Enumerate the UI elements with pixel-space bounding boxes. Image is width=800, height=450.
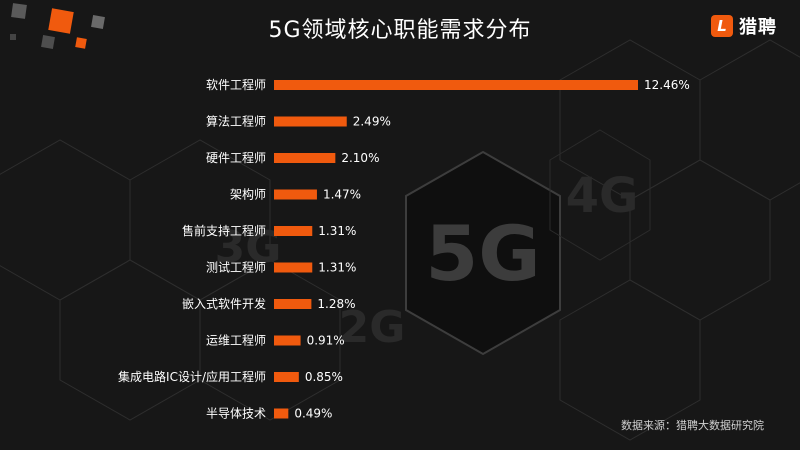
category-label: 测试工程师	[206, 260, 266, 275]
value-label: 0.85%	[305, 370, 343, 384]
category-label: 售前支持工程师	[182, 223, 266, 238]
bar	[274, 153, 336, 163]
bg-label-5g: 5G	[425, 209, 540, 298]
value-label: 1.31%	[318, 261, 356, 275]
bg-label-4g: 4G	[566, 168, 639, 224]
value-label: 1.28%	[317, 297, 355, 311]
value-label: 2.10%	[341, 151, 379, 165]
category-label: 软件工程师	[206, 77, 266, 92]
value-label: 1.47%	[323, 188, 361, 202]
value-label: 2.49%	[353, 115, 391, 129]
value-label: 0.91%	[307, 334, 345, 348]
data-source-note: 数据来源：猎聘大数据研究院	[621, 419, 764, 432]
decorative-cubes	[10, 3, 105, 49]
bar	[274, 116, 347, 127]
bg-label-2g: 2G	[339, 302, 406, 353]
category-label: 集成电路IC设计/应用工程师	[118, 369, 266, 384]
value-label: 1.31%	[318, 224, 356, 238]
chart-title: 5G领域核心职能需求分布	[268, 18, 532, 43]
bar	[274, 226, 313, 236]
category-label: 算法工程师	[206, 114, 266, 129]
bar	[274, 299, 312, 309]
value-label: 12.46%	[644, 78, 690, 92]
bar	[274, 262, 313, 273]
bar	[274, 372, 299, 382]
bar	[274, 80, 638, 90]
brand-logo: L 猎聘	[711, 14, 777, 38]
logo-text: 猎聘	[739, 17, 777, 38]
category-label: 硬件工程师	[206, 150, 266, 165]
bar	[274, 408, 289, 419]
liepin-logo-icon: L	[711, 15, 733, 37]
category-label: 半导体技术	[206, 407, 266, 421]
bar	[274, 189, 317, 200]
bg-label-3g: 3G	[215, 222, 282, 273]
category-label: 嵌入式软件开发	[182, 296, 266, 311]
category-label: 架构师	[230, 187, 266, 202]
category-label: 运维工程师	[206, 333, 266, 348]
bar	[274, 335, 301, 346]
value-label: 0.49%	[294, 407, 332, 421]
